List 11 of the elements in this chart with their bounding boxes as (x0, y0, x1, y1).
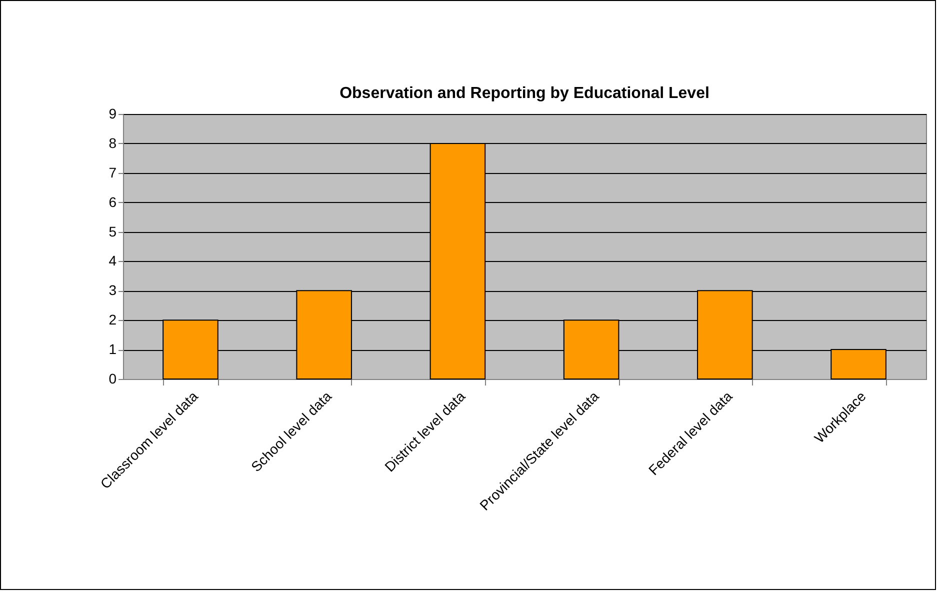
y-tick-label: 8 (108, 134, 117, 151)
y-tick-label: 9 (108, 106, 117, 122)
chart-title: Observation and Reporting by Educational Level (340, 85, 710, 102)
y-tick-label: 3 (108, 282, 117, 298)
y-tick-label: 4 (108, 252, 117, 269)
y-tick-label: 7 (108, 164, 117, 180)
y-tick-label: 6 (108, 194, 117, 210)
y-tick-label: 0 (108, 370, 117, 386)
y-tick-label: 2 (108, 312, 117, 328)
y-tick-label: 5 (108, 223, 117, 240)
y-tick-label: 1 (108, 341, 117, 358)
